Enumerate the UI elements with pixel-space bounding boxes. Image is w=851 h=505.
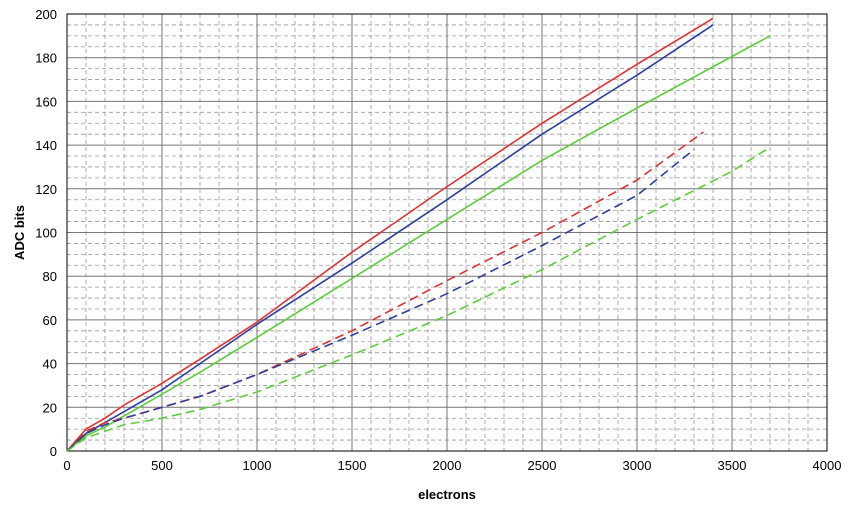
series-layer [66,17,771,452]
x-tick-label: 4000 [813,458,842,473]
y-axis-tick-labels: 0 20 40 60 80 100 120 140 160 180 200 [35,7,57,459]
x-axis-tick-labels: 0 500 1000 1500 2000 2500 3000 3500 4000 [63,458,841,473]
y-tick-label: 60 [43,313,57,328]
y-axis-title: ADC bits [12,205,27,260]
x-tick-label: 500 [151,458,173,473]
y-tick-label: 140 [35,138,57,153]
y-tick-label: 80 [43,269,57,284]
y-tick-label: 160 [35,94,57,109]
series-line-3-solid [66,35,771,452]
y-tick-label: 200 [35,7,57,22]
series-line-6-dashed [66,146,771,452]
plot-area-frame [66,13,828,452]
y-tick-label: 20 [43,400,57,415]
x-axis-title: electrons [418,487,476,502]
y-tick-label: 120 [35,182,57,197]
x-tick-label: 0 [63,458,70,473]
y-tick-label: 0 [50,444,57,459]
x-tick-label: 1500 [338,458,367,473]
x-tick-label: 3000 [623,458,652,473]
series-line-4-dashed [66,131,704,452]
series-line-1-solid [66,17,714,452]
x-tick-label: 2500 [528,458,557,473]
x-tick-label: 3500 [718,458,747,473]
y-tick-label: 100 [35,226,57,241]
x-tick-label: 1000 [243,458,272,473]
series-line-5-dashed [66,148,695,452]
x-tick-label: 2000 [433,458,462,473]
y-tick-label: 40 [43,357,57,372]
y-tick-label: 180 [35,51,57,66]
